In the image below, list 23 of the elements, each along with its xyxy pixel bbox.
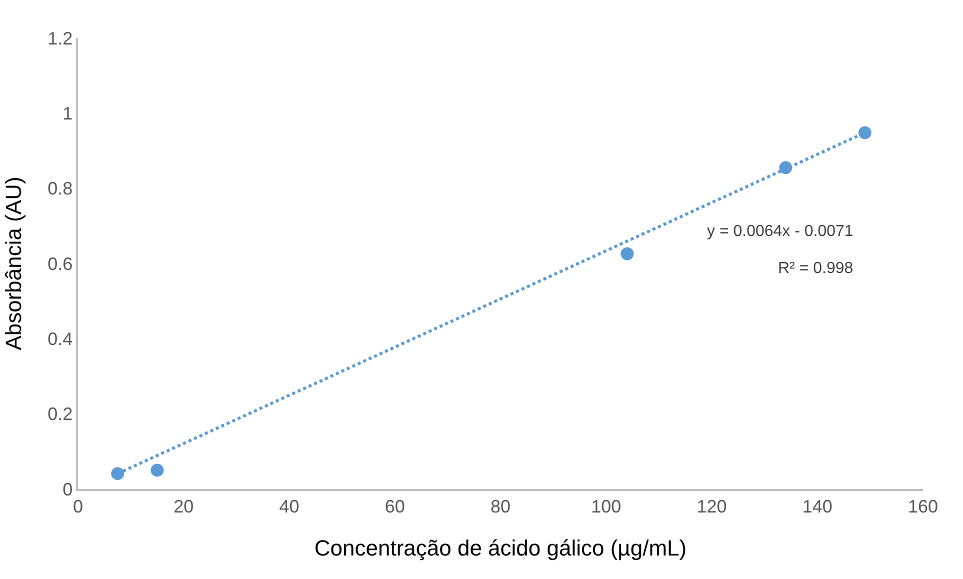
annotation: R² = 0.998: [778, 260, 854, 277]
x-tick-label: 160: [908, 496, 938, 516]
x-tick-label: 60: [384, 496, 405, 516]
annotation: y = 0.0064x - 0.0071: [707, 223, 854, 240]
x-tick-label: 20: [174, 496, 194, 516]
x-tick-label: 80: [490, 496, 511, 516]
y-tick-label: 1.2: [48, 28, 73, 48]
y-axis-title: Absorbância (AU): [0, 176, 26, 350]
y-tick-label: 0: [62, 479, 73, 500]
x-tick-label: 140: [802, 496, 832, 516]
x-tick-label: 100: [591, 496, 622, 516]
y-tick-label: 0.8: [48, 178, 73, 199]
x-tick-label: 40: [279, 496, 300, 516]
point: [858, 126, 872, 140]
x-axis-title: Concentração de ácido gálico (µg/mL): [314, 536, 687, 561]
y-tick-label: 0.2: [48, 404, 73, 424]
point: [150, 464, 164, 477]
y-tick-label: 0.4: [48, 328, 73, 349]
y-tick-label: 0.6: [48, 254, 73, 274]
x-tick-label: 120: [696, 496, 727, 516]
y-tick-label: 1: [62, 103, 73, 124]
point: [111, 467, 124, 480]
point: [620, 247, 634, 260]
